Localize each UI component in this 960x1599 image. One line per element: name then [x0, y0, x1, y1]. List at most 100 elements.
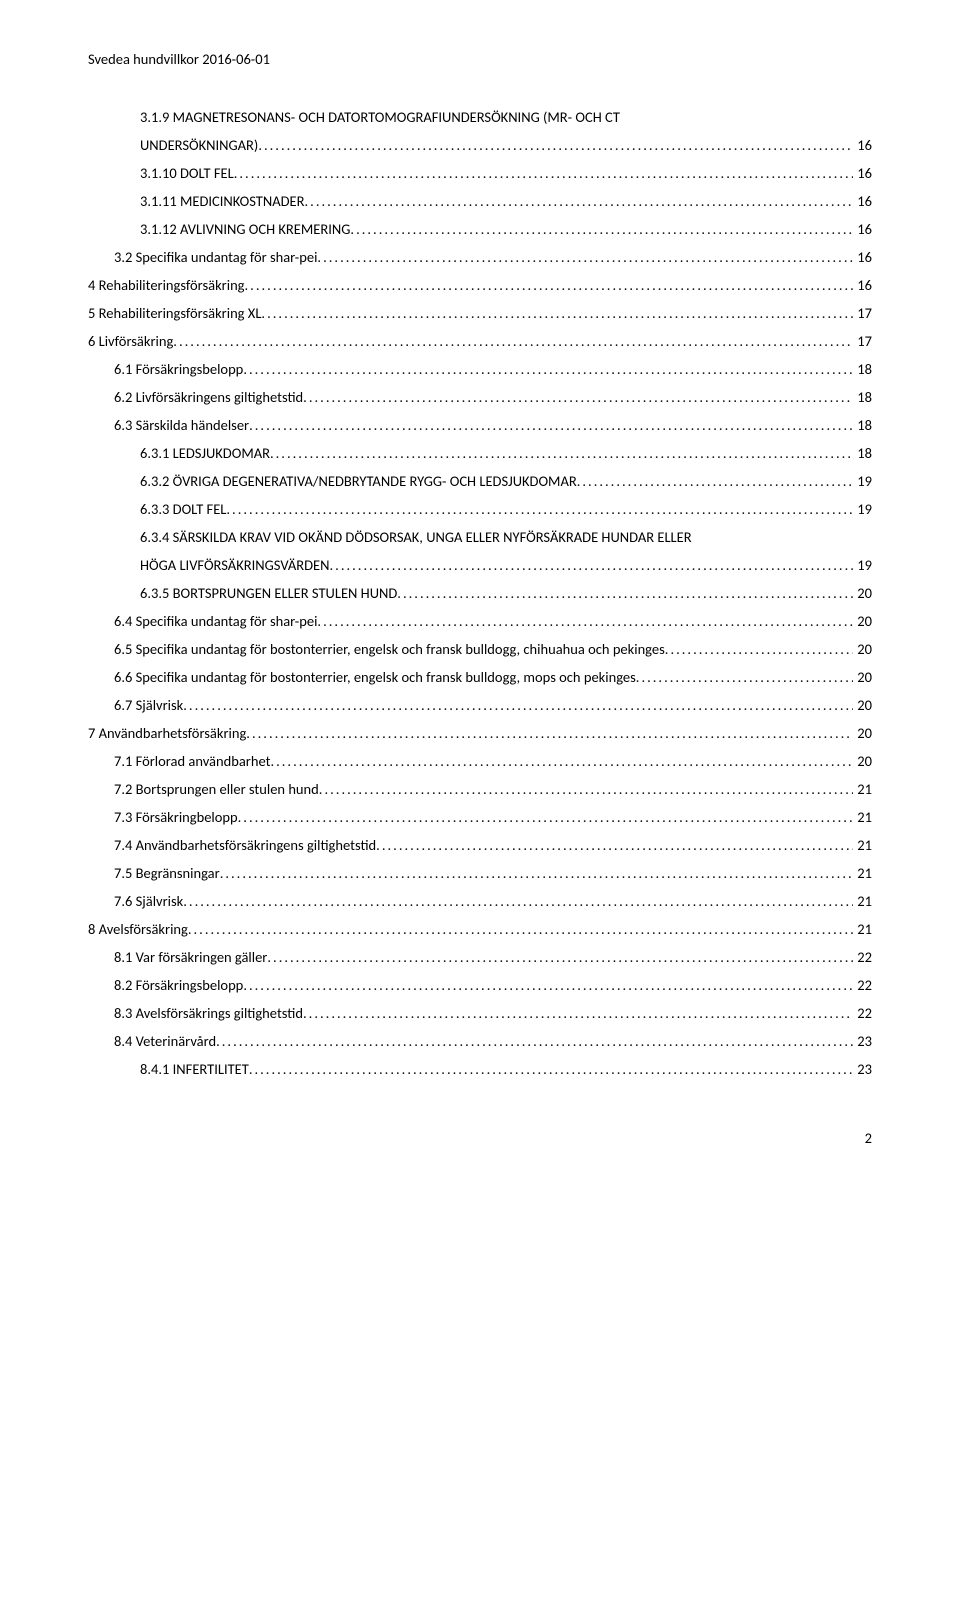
- toc-entry[interactable]: 7.2 Bortsprungen eller stulen hund 21: [88, 782, 872, 797]
- toc-label: UNDERSÖKNINGAR): [140, 138, 258, 153]
- toc-entry[interactable]: 6.3.2 ÖVRIGA DEGENERATIVA/NEDBRYTANDE RY…: [88, 474, 872, 489]
- toc-page: 20: [853, 642, 872, 657]
- toc-entry[interactable]: 8 Avelsförsäkring 21: [88, 922, 872, 937]
- toc-leader: [245, 278, 854, 293]
- toc-entry[interactable]: 7.1 Förlorad användbarhet 20: [88, 754, 872, 769]
- toc-label: 8.1 Var försäkringen gäller: [114, 950, 267, 965]
- doc-header: Svedea hundvillkor 2016-06-01: [88, 50, 872, 68]
- toc-label: 8.4 Veterinärvård: [114, 1034, 216, 1049]
- toc-leader: [665, 642, 854, 657]
- toc-leader: [577, 474, 854, 489]
- toc-page: 20: [853, 698, 872, 713]
- toc-page: 16: [853, 194, 872, 209]
- toc-entry[interactable]: 7 Användbarhetsförsäkring 20: [88, 726, 872, 741]
- toc-page: 21: [853, 782, 872, 797]
- toc-entry[interactable]: 6.2 Livförsäkringens giltighetstid 18: [88, 390, 872, 405]
- toc-page: 19: [853, 474, 872, 489]
- toc-leader: [188, 922, 853, 937]
- toc-entry[interactable]: 8.4.1 INFERTILITET 23: [88, 1062, 872, 1077]
- toc-entry[interactable]: 3.1.10 DOLT FEL 16: [88, 166, 872, 181]
- toc-leader: [226, 502, 853, 517]
- toc-entry[interactable]: 6.3.4 SÄRSKILDA KRAV VID OKÄND DÖDSORSAK…: [88, 530, 872, 545]
- toc-leader: [305, 194, 854, 209]
- table-of-contents: 3.1.9 MAGNETRESONANS- OCH DATORTOMOGRAFI…: [88, 110, 872, 1077]
- toc-page: 20: [853, 586, 872, 601]
- toc-leader: [636, 670, 854, 685]
- toc-entry[interactable]: 8.4 Veterinärvård 23: [88, 1034, 872, 1049]
- toc-entry[interactable]: 6.4 Specifika undantag för shar-pei 20: [88, 614, 872, 629]
- toc-label: 6.3.2 ÖVRIGA DEGENERATIVA/NEDBRYTANDE RY…: [140, 474, 577, 489]
- toc-entry[interactable]: UNDERSÖKNINGAR) 16: [88, 138, 872, 153]
- toc-entry[interactable]: 6.3 Särskilda händelser 18: [88, 418, 872, 433]
- toc-leader: [246, 726, 853, 741]
- toc-page: 16: [853, 278, 872, 293]
- toc-label: 7.5 Begränsningar: [114, 866, 220, 881]
- toc-leader: [183, 894, 853, 909]
- toc-page: 20: [853, 726, 872, 741]
- toc-leader: [270, 446, 853, 461]
- toc-label: 5 Rehabiliteringsförsäkring XL: [88, 306, 261, 321]
- toc-entry[interactable]: 3.1.11 MEDICINKOSTNADER 16: [88, 194, 872, 209]
- toc-leader: [303, 1006, 853, 1021]
- toc-entry[interactable]: 6.6 Specifika undantag för bostonterrier…: [88, 670, 872, 685]
- toc-leader: [238, 810, 854, 825]
- toc-leader: [303, 390, 853, 405]
- toc-page: 16: [853, 250, 872, 265]
- toc-label: 3.1.10 DOLT FEL: [140, 166, 234, 181]
- toc-label: 3.1.9 MAGNETRESONANS- OCH DATORTOMOGRAFI…: [140, 110, 620, 125]
- toc-entry[interactable]: 6.3.1 LEDSJUKDOMAR 18: [88, 446, 872, 461]
- toc-entry[interactable]: 6 Livförsäkring 17: [88, 334, 872, 349]
- toc-leader: [267, 950, 853, 965]
- toc-entry[interactable]: HÖGA LIVFÖRSÄKRINGSVÄRDEN 19: [88, 558, 872, 573]
- toc-entry[interactable]: 8.1 Var försäkringen gäller 22: [88, 950, 872, 965]
- toc-page: 17: [853, 306, 872, 321]
- toc-page: 20: [853, 754, 872, 769]
- toc-entry[interactable]: 5 Rehabiliteringsförsäkring XL 17: [88, 306, 872, 321]
- toc-entry[interactable]: 7.4 Användbarhetsförsäkringens giltighet…: [88, 838, 872, 853]
- toc-leader: [249, 418, 853, 433]
- toc-entry[interactable]: 6.1 Försäkringsbelopp 18: [88, 362, 872, 377]
- toc-label: 6.3.3 DOLT FEL: [140, 502, 226, 517]
- toc-page: 23: [853, 1034, 872, 1049]
- toc-page: 16: [853, 222, 872, 237]
- toc-page: 18: [853, 418, 872, 433]
- toc-entry[interactable]: 6.3.3 DOLT FEL 19: [88, 502, 872, 517]
- toc-entry[interactable]: 3.1.12 AVLIVNING OCH KREMERING 16: [88, 222, 872, 237]
- toc-label: 6.4 Specifika undantag för shar-pei: [114, 614, 317, 629]
- toc-label: 3.1.12 AVLIVNING OCH KREMERING: [140, 222, 350, 237]
- toc-entry[interactable]: 6.3.5 BORTSPRUNGEN ELLER STULEN HUND 20: [88, 586, 872, 601]
- toc-page: 21: [853, 922, 872, 937]
- toc-page: 19: [853, 558, 872, 573]
- toc-label: HÖGA LIVFÖRSÄKRINGSVÄRDEN: [140, 558, 330, 573]
- toc-leader: [317, 250, 853, 265]
- toc-entry[interactable]: 6.7 Självrisk 20: [88, 698, 872, 713]
- toc-entry[interactable]: 4 Rehabiliteringsförsäkring 16: [88, 278, 872, 293]
- toc-page: 18: [853, 390, 872, 405]
- toc-leader: [216, 1034, 853, 1049]
- toc-leader: [243, 362, 853, 377]
- toc-label: 7.6 Självrisk: [114, 894, 183, 909]
- toc-label: 4 Rehabiliteringsförsäkring: [88, 278, 245, 293]
- toc-leader: [183, 698, 853, 713]
- toc-entry[interactable]: 8.3 Avelsförsäkrings giltighetstid 22: [88, 1006, 872, 1021]
- toc-page: 18: [853, 362, 872, 377]
- toc-leader: [173, 334, 853, 349]
- toc-label: 7.2 Bortsprungen eller stulen hund: [114, 782, 319, 797]
- toc-page: 18: [853, 446, 872, 461]
- toc-page: 16: [853, 138, 872, 153]
- toc-page: 21: [853, 866, 872, 881]
- toc-entry[interactable]: 7.3 Försäkringbelopp 21: [88, 810, 872, 825]
- toc-entry[interactable]: 3.2 Specifika undantag för shar-pei 16: [88, 250, 872, 265]
- toc-leader: [319, 782, 854, 797]
- toc-label: 8 Avelsförsäkring: [88, 922, 188, 937]
- toc-leader: [317, 614, 853, 629]
- toc-label: 7.4 Användbarhetsförsäkringens giltighet…: [114, 838, 376, 853]
- toc-entry[interactable]: 3.1.9 MAGNETRESONANS- OCH DATORTOMOGRAFI…: [88, 110, 872, 125]
- toc-page: 21: [853, 838, 872, 853]
- toc-entry[interactable]: 7.5 Begränsningar 21: [88, 866, 872, 881]
- toc-entry[interactable]: 6.5 Specifika undantag för bostonterrier…: [88, 642, 872, 657]
- toc-entry[interactable]: 8.2 Försäkringsbelopp 22: [88, 978, 872, 993]
- toc-page: 22: [853, 978, 872, 993]
- toc-page: 20: [853, 670, 872, 685]
- toc-entry[interactable]: 7.6 Självrisk 21: [88, 894, 872, 909]
